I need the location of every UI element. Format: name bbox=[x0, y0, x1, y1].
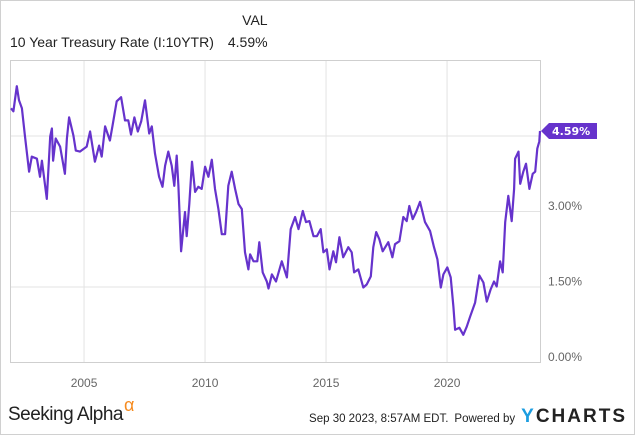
y-axis-ticks: 0.00% 1.50% 3.00% bbox=[548, 199, 582, 364]
gridlines bbox=[10, 60, 540, 362]
footer-right: Sep 30 2023, 8:57AM EDT. Powered by YCHAR… bbox=[309, 406, 627, 428]
plot-area-border bbox=[10, 60, 541, 363]
brand-name: Seeking Alpha bbox=[8, 404, 124, 425]
legend-column-header: VAL bbox=[242, 12, 268, 28]
x-axis-ticks: 2005 2010 2015 2020 bbox=[71, 376, 461, 390]
legend-series-name[interactable]: 10 Year Treasury Rate (I:10YTR) bbox=[10, 34, 214, 50]
y-tick-label: 3.00% bbox=[548, 199, 582, 213]
powered-by: Powered by bbox=[454, 413, 516, 425]
legend-series-value: 4.59% bbox=[227, 34, 268, 50]
ycharts-logo[interactable]: YCHARTS bbox=[521, 406, 627, 428]
legend: VAL 10 Year Treasury Rate (I:10YTR) 4.59… bbox=[10, 12, 268, 50]
last-value-flag: 4.59% bbox=[541, 122, 597, 139]
ycharts-y-mark: Y bbox=[521, 406, 536, 427]
footer-stamp: Sep 30 2023, 8:57AM EDT. Powered by bbox=[309, 413, 515, 425]
alpha-icon: α bbox=[124, 395, 134, 415]
timestamp: Sep 30 2023, 8:57AM EDT. bbox=[309, 413, 449, 425]
x-tick-label: 2020 bbox=[434, 376, 461, 390]
last-value-label: 4.59% bbox=[552, 125, 590, 138]
x-tick-label: 2010 bbox=[192, 376, 219, 390]
seeking-alpha-logo: Seeking Alphaα bbox=[8, 395, 134, 426]
series-line-10y-treasury[interactable] bbox=[10, 85, 542, 336]
y-tick-label: 0.00% bbox=[548, 350, 582, 364]
ycharts-wordmark: CHARTS bbox=[535, 406, 627, 427]
x-tick-label: 2005 bbox=[71, 376, 98, 390]
last-value-flag-shape bbox=[541, 122, 597, 139]
y-tick-label: 1.50% bbox=[548, 275, 582, 289]
x-tick-label: 2015 bbox=[313, 376, 340, 390]
